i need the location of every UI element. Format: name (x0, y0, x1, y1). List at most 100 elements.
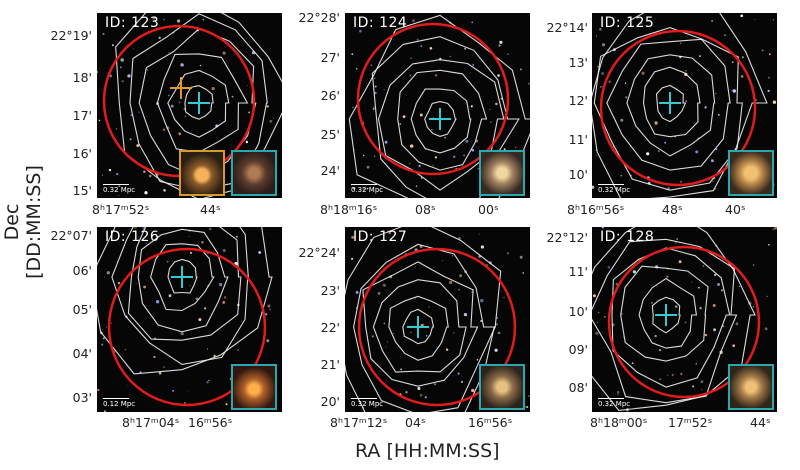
star-point (180, 63, 184, 67)
star-point (704, 106, 707, 109)
star-point (639, 21, 643, 25)
star-point (120, 58, 124, 62)
star-point (691, 281, 693, 283)
star-point (426, 335, 428, 337)
star-point (138, 111, 140, 113)
star-point (503, 148, 506, 151)
star-point (525, 405, 528, 408)
star-point (472, 64, 475, 66)
star-point (202, 18, 205, 21)
x-tick-label: 8ʰ16ᵐ56ˢ (567, 202, 625, 217)
y-tick-label: 11' (568, 264, 588, 279)
star-point (657, 150, 660, 153)
mass-contour-line (156, 53, 249, 153)
star-point (153, 355, 156, 359)
star-point (166, 260, 169, 263)
y-tick-label: 20' (320, 394, 340, 409)
star-point (162, 128, 166, 131)
star-point (596, 322, 598, 323)
star-point (266, 105, 269, 108)
star-point (601, 85, 603, 87)
star-point (684, 321, 687, 324)
star-point (478, 233, 480, 235)
x-tick-label: 8ʰ18ᵐ00ˢ (590, 415, 648, 430)
star-point (699, 307, 702, 310)
panel-id-label: ID: 126 (105, 229, 160, 245)
star-point (671, 374, 674, 376)
star-point (118, 185, 121, 188)
star-point (371, 335, 374, 338)
star-point (442, 260, 444, 262)
x-tick-label: 16ᵐ56ˢ (468, 415, 513, 430)
star-point (225, 403, 228, 406)
star-point (393, 332, 395, 334)
star-point (167, 94, 170, 97)
star-point (103, 410, 106, 412)
cluster-aperture-circle (599, 29, 757, 187)
star-point (158, 36, 161, 39)
star-point (411, 19, 415, 23)
star-point (139, 93, 140, 95)
star-point (428, 306, 430, 308)
x-tick-label: 48ˢ (662, 202, 683, 217)
y-tick-label: 26' (320, 88, 340, 103)
star-point (119, 66, 122, 69)
star-point (459, 274, 463, 278)
star-point (698, 286, 700, 289)
star-point (388, 231, 391, 235)
star-point (503, 296, 505, 299)
x-tick-label: 44ˢ (750, 415, 771, 430)
panel-id-label: ID: 124 (353, 15, 408, 31)
star-point (187, 390, 189, 392)
star-point (768, 53, 771, 56)
star-point (222, 301, 225, 304)
cluster-aperture-circle (607, 245, 761, 399)
star-point (98, 119, 101, 122)
star-point (471, 388, 475, 393)
star-point (189, 284, 191, 286)
star-point (152, 18, 154, 20)
y-tick-label: 17' (72, 108, 92, 123)
star-point (409, 163, 411, 165)
star-point (410, 57, 412, 59)
panel-125: ID: 125 0.32 Mpc (592, 13, 777, 198)
cluster-aperture-circle (357, 247, 517, 407)
star-point (366, 187, 369, 190)
star-point (362, 187, 366, 191)
star-point (402, 115, 406, 118)
star-point (374, 85, 377, 88)
star-point (480, 320, 483, 322)
y-tick-label: 10' (568, 304, 588, 319)
star-point (752, 264, 755, 266)
star-point (178, 101, 181, 104)
star-point (429, 47, 433, 50)
star-point (601, 43, 606, 47)
star-point (701, 388, 703, 391)
galaxy-inset-image (728, 364, 774, 410)
mass-contour-line (362, 261, 479, 387)
star-point (471, 21, 474, 24)
y-tick-label: 03' (72, 390, 92, 405)
mass-contour-line (127, 227, 242, 341)
star-point (130, 114, 133, 117)
star-point (692, 385, 695, 388)
star-point (666, 275, 669, 278)
x-tick-label: 16ᵐ56ˢ (188, 415, 233, 430)
star-point (419, 393, 423, 397)
star-point (355, 291, 359, 294)
centroid-marker-cross (655, 304, 677, 326)
star-point (373, 106, 375, 108)
star-point (102, 32, 105, 35)
star-point (236, 235, 238, 238)
star-point (134, 227, 137, 229)
centroid-marker-cross (429, 108, 451, 130)
star-point (143, 170, 146, 173)
star-point (740, 75, 744, 78)
scale-bar: 0.12 Mpc (103, 398, 136, 408)
star-point (415, 185, 418, 187)
panel-127: ID: 127 0.32 Mpc (345, 227, 530, 412)
star-point (245, 140, 249, 144)
star-point (144, 191, 148, 195)
star-point (772, 19, 775, 21)
star-point (195, 297, 199, 300)
